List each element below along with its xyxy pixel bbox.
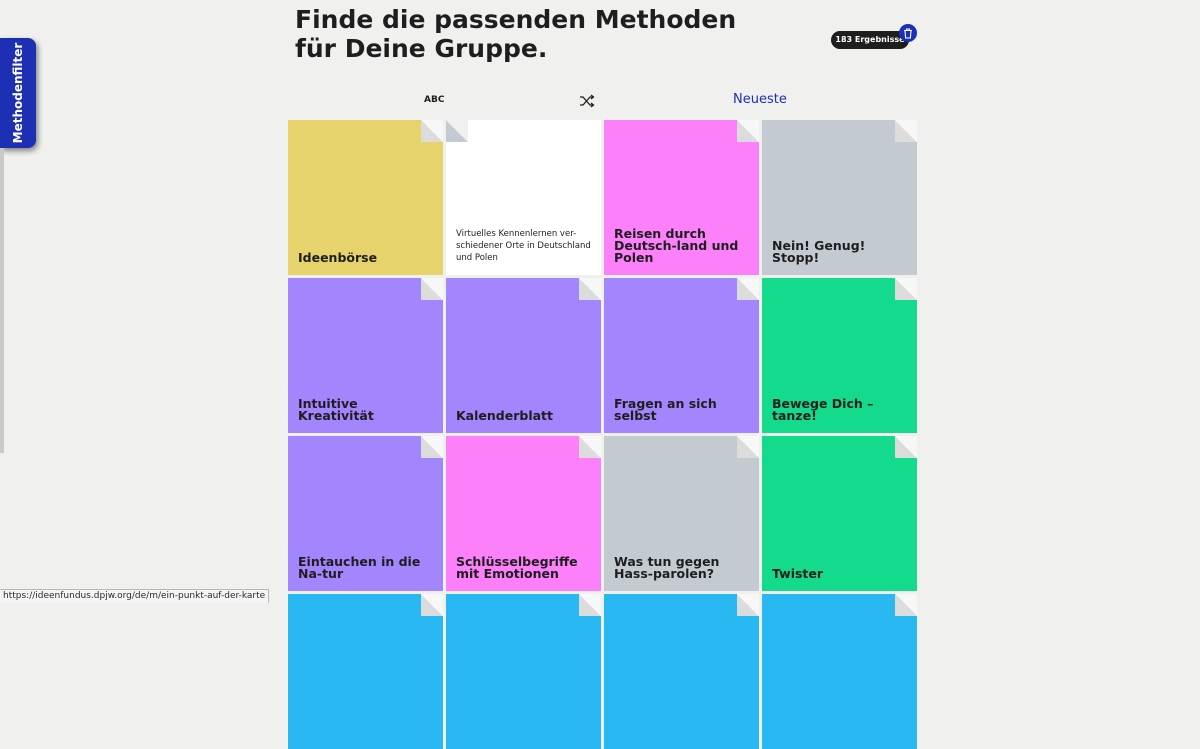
method-card-title: Was tun gegen Hass-parolen?	[614, 554, 720, 581]
page-title-line1: Finde die passenden Methoden	[295, 5, 737, 34]
method-card[interactable]: Virtuelles Kennenlernen ver-schiedener O…	[446, 120, 601, 275]
method-card[interactable]: Twister	[762, 436, 917, 591]
method-card[interactable]: Was tun gegen Hass-parolen?	[604, 436, 759, 591]
sort-bar: ABC Neueste	[0, 88, 1200, 114]
method-card[interactable]	[604, 594, 759, 749]
method-card[interactable]: Fragen an sich selbst	[604, 278, 759, 433]
card-corner-fold	[446, 120, 468, 142]
methodenfilter-tab[interactable]: Methodenfilter	[0, 38, 36, 148]
method-card[interactable]	[288, 594, 443, 749]
method-card-title: Schlüsselbegriffe mit Emotionen	[456, 554, 578, 581]
sidebar-edge	[0, 148, 4, 453]
card-corner-fold	[421, 594, 443, 616]
card-corner-fold	[579, 594, 601, 616]
card-corner-fold	[737, 436, 759, 458]
results-count-badge: 183 Ergebnisse	[831, 31, 909, 49]
card-corner-fold	[895, 120, 917, 142]
method-card[interactable]: Bewege Dich – tanze!	[762, 278, 917, 433]
card-corner-fold	[421, 120, 443, 142]
card-corner-fold	[737, 594, 759, 616]
trash-icon[interactable]	[899, 24, 917, 42]
sort-abc-button[interactable]: ABC	[424, 95, 445, 105]
card-corner-fold	[579, 436, 601, 458]
status-url: https://ideenfundus.dpjw.org/de/m/ein-pu…	[0, 589, 270, 603]
method-card-title: Virtuelles Kennenlernen ver-schiedener O…	[456, 229, 591, 263]
method-card-title: Bewege Dich – tanze!	[772, 396, 874, 423]
method-card-title: Twister	[772, 566, 824, 581]
method-card[interactable]: Intuitive Kreativität	[288, 278, 443, 433]
method-card[interactable]: Reisen durch Deutsch-land und Polen	[604, 120, 759, 275]
method-card-title: Reisen durch Deutsch-land und Polen	[614, 226, 739, 265]
method-card[interactable]: Nein! Genug! Stopp!	[762, 120, 917, 275]
method-card[interactable]: Schlüsselbegriffe mit Emotionen	[446, 436, 601, 591]
method-card-title: Fragen an sich selbst	[614, 396, 717, 423]
sort-newest-button[interactable]: Neueste	[733, 92, 787, 107]
method-card[interactable]: Eintauchen in die Na-tur	[288, 436, 443, 591]
card-corner-fold	[895, 436, 917, 458]
shuffle-icon[interactable]	[579, 93, 595, 109]
method-card[interactable]	[762, 594, 917, 749]
method-card-title: Ideenbörse	[298, 250, 378, 265]
card-corner-fold	[895, 278, 917, 300]
page-title-line2: für Deine Gruppe.	[295, 34, 548, 63]
method-card[interactable]	[446, 594, 601, 749]
card-corner-fold	[895, 594, 917, 616]
method-card-title: Nein! Genug! Stopp!	[772, 238, 866, 265]
card-corner-fold	[737, 120, 759, 142]
card-corner-fold	[737, 278, 759, 300]
card-corner-fold	[421, 436, 443, 458]
card-corner-fold	[421, 278, 443, 300]
method-card-title: Intuitive Kreativität	[298, 396, 374, 423]
method-card-title: Eintauchen in die Na-tur	[298, 554, 421, 581]
card-corner-fold	[579, 278, 601, 300]
page-title: Finde die passenden Methoden für Deine G…	[295, 5, 736, 63]
method-card[interactable]: Ideenbörse	[288, 120, 443, 275]
method-card[interactable]: Kalenderblatt	[446, 278, 601, 433]
method-grid: Ideenbörse Virtuelles Kennenlernen ver-sc…	[288, 120, 918, 749]
method-card-title: Kalenderblatt	[456, 408, 553, 423]
